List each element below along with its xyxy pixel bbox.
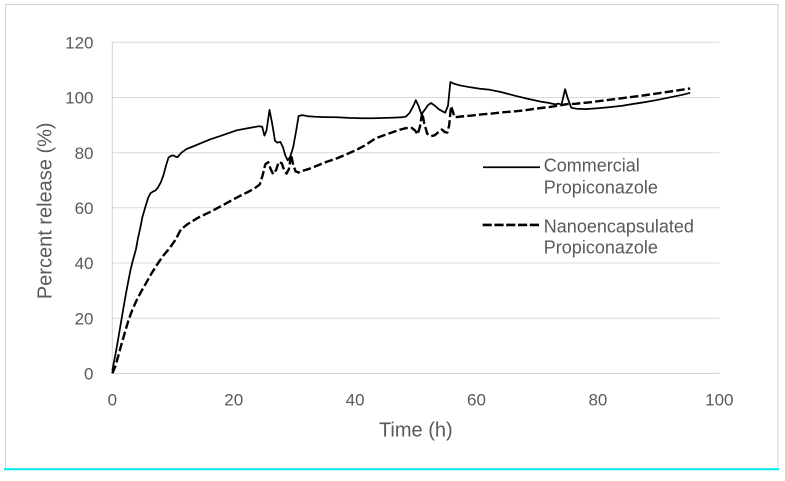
svg-text:100: 100 xyxy=(65,89,93,108)
svg-text:Commercial: Commercial xyxy=(544,155,640,175)
svg-text:Time (h): Time (h) xyxy=(379,420,453,442)
svg-text:40: 40 xyxy=(75,254,94,273)
svg-text:40: 40 xyxy=(346,391,365,410)
svg-text:120: 120 xyxy=(65,33,93,52)
svg-text:Propiconazole: Propiconazole xyxy=(544,178,658,198)
svg-text:80: 80 xyxy=(75,144,94,163)
svg-text:20: 20 xyxy=(224,391,243,410)
svg-text:Percent release (%): Percent release (%) xyxy=(35,122,57,299)
svg-text:Propiconazole: Propiconazole xyxy=(544,237,658,257)
svg-text:60: 60 xyxy=(75,199,94,218)
svg-text:80: 80 xyxy=(588,391,607,410)
svg-text:100: 100 xyxy=(705,391,733,410)
svg-text:Nanoencapsulated: Nanoencapsulated xyxy=(544,217,694,237)
svg-text:60: 60 xyxy=(467,391,486,410)
svg-text:20: 20 xyxy=(75,309,94,328)
svg-text:0: 0 xyxy=(108,391,117,410)
svg-text:0: 0 xyxy=(84,365,93,384)
